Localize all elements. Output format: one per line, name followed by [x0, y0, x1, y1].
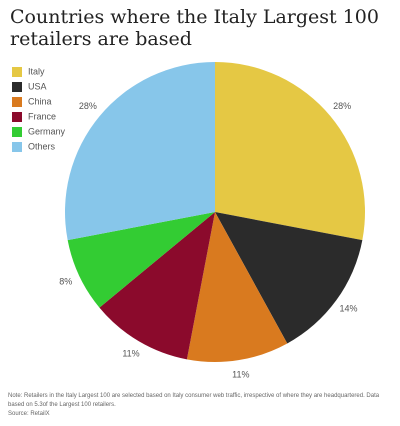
pie-slice — [99, 212, 215, 360]
legend-label: Germany — [28, 126, 66, 136]
pie-slice — [186, 212, 288, 362]
legend-swatch — [12, 67, 22, 77]
value-label: 28% — [79, 101, 97, 111]
legend-label: France — [28, 111, 56, 121]
legend-label: Others — [28, 141, 56, 151]
source: Source: RetailX — [8, 411, 50, 417]
value-label: 11% — [122, 348, 139, 358]
value-label: 8% — [59, 277, 72, 287]
value-label: 11% — [232, 369, 249, 379]
legend-label: Italy — [28, 66, 45, 76]
chart-title: Countries where the Italy Largest 100 ret… — [10, 6, 379, 50]
legend-label: USA — [28, 81, 47, 91]
legend-swatch — [12, 127, 22, 137]
pie-slice — [64, 62, 215, 241]
legend-swatch — [12, 142, 22, 152]
value-label: 14% — [339, 303, 357, 313]
value-label: 28% — [333, 101, 351, 111]
note: Note: Retailers in the Italy Largest 100… — [8, 393, 380, 408]
legend-swatch — [12, 112, 22, 122]
pie-slice — [215, 212, 363, 344]
legend-swatch — [12, 82, 22, 92]
pie-slice — [215, 62, 365, 241]
legend-label: China — [28, 96, 52, 106]
legend-swatch — [12, 97, 22, 107]
footnote: Note: Retailers in the Italy Largest 100… — [8, 392, 393, 419]
pie-slice — [67, 212, 215, 308]
